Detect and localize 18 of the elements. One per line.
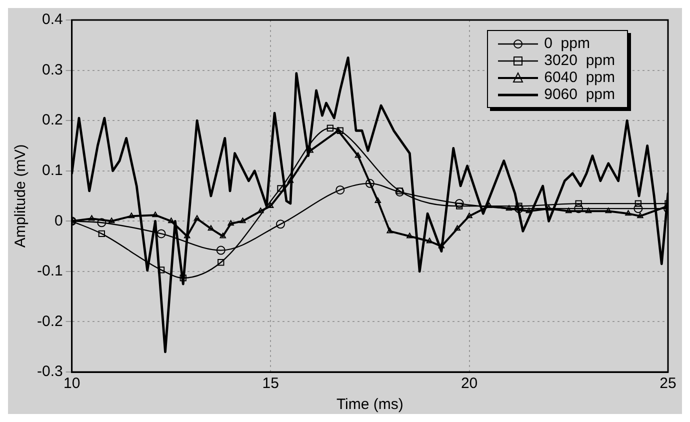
y-tick-label: 0.3 [42, 61, 63, 78]
legend-label: 0 ppm [544, 35, 590, 52]
x-axis-title: Time (ms) [336, 396, 404, 414]
y-tick-label: -0.2 [36, 312, 63, 330]
legend-label: 6040 ppm [544, 69, 615, 86]
x-tick-label: 10 [64, 375, 80, 392]
y-tick-label: -0.3 [36, 363, 63, 380]
x-tick-label: 25 [660, 375, 676, 392]
x-tick-label: 20 [460, 375, 478, 392]
legend-label: 3020 ppm [544, 52, 615, 69]
y-tick-label: 0.4 [42, 11, 63, 28]
legend-label: 9060 ppm [544, 86, 615, 103]
x-tick-label: 15 [262, 375, 279, 392]
y-tick-label: 0.1 [42, 162, 63, 179]
y-tick-label: 0 [54, 212, 63, 230]
y-tick-label: 0.2 [42, 112, 63, 129]
y-tick-label: -0.1 [36, 262, 63, 280]
y-axis-title: Amplitude (mV) [12, 144, 30, 248]
